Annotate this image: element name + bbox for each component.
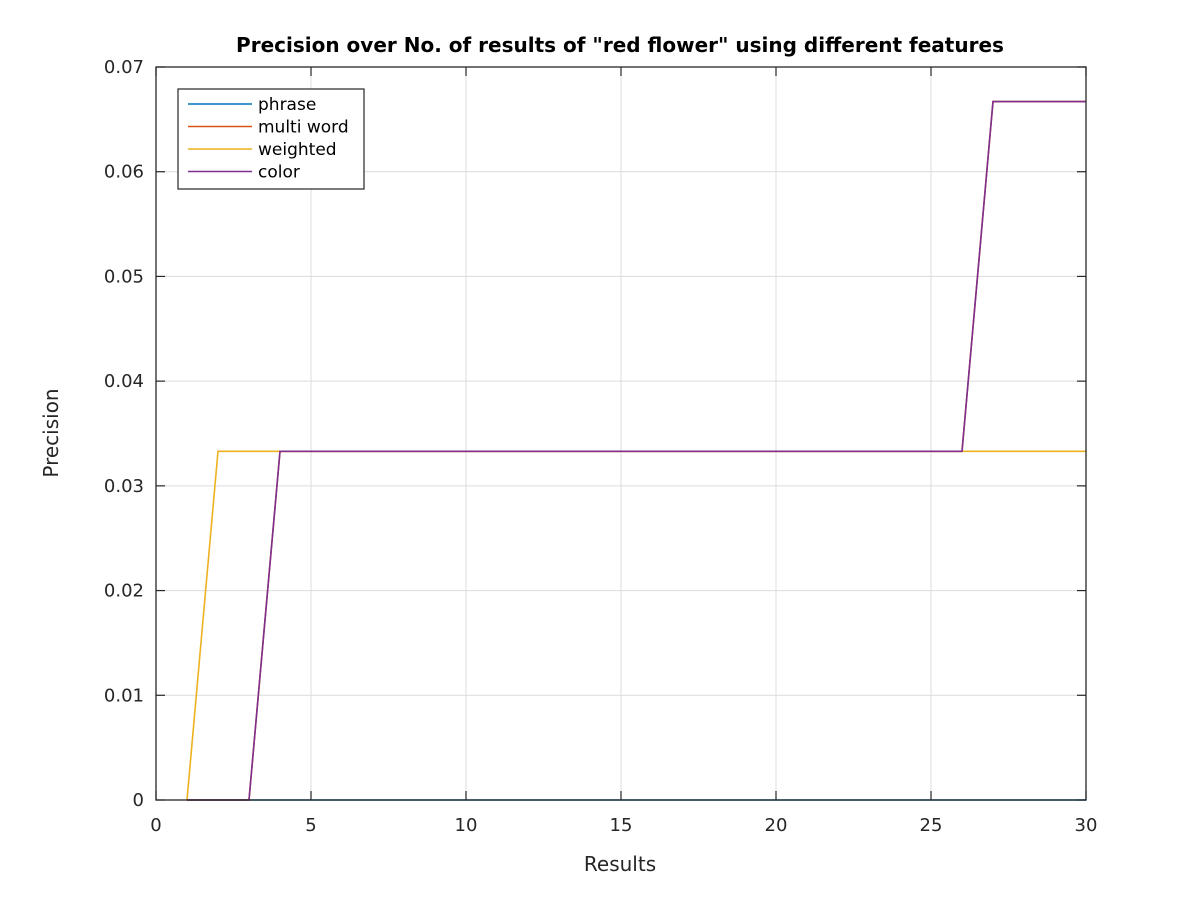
legend-label-color: color [258, 163, 300, 183]
y-tick-label: 0.06 [104, 162, 144, 183]
x-tick-label: 0 [150, 815, 161, 836]
x-axis-label: Results [584, 852, 656, 876]
y-tick-label: 0 [133, 790, 144, 811]
x-tick-label: 15 [610, 815, 633, 836]
y-tick-label: 0.05 [104, 266, 144, 287]
y-tick-label: 0.04 [104, 371, 144, 392]
legend-box [177, 88, 365, 190]
legend-label-phrase: phrase [258, 95, 316, 115]
legend-label-weighted: weighted [258, 140, 337, 160]
legend-label-multi-word: multi word [258, 118, 349, 138]
y-tick-label: 0.01 [104, 685, 144, 706]
x-tick-label: 25 [920, 815, 943, 836]
y-tick-label: 0.02 [104, 581, 144, 602]
x-tick-label: 5 [305, 815, 316, 836]
series-line-color [187, 100, 1086, 801]
chart-title: Precision over No. of results of "red fl… [236, 33, 1004, 57]
y-tick-label: 0.07 [104, 57, 144, 78]
series-line-weighted [186, 450, 1086, 801]
x-tick-label: 30 [1075, 815, 1098, 836]
y-axis-label: Precision [39, 388, 63, 477]
x-tick-label: 20 [765, 815, 788, 836]
x-tick-label: 10 [455, 815, 478, 836]
y-tick-label: 0.03 [104, 476, 144, 497]
axis-ticks: 0 5 10 15 20 25 30 0 0.01 0.02 0.03 0.04 0.05 0.06 0.0… [104, 57, 1098, 836]
